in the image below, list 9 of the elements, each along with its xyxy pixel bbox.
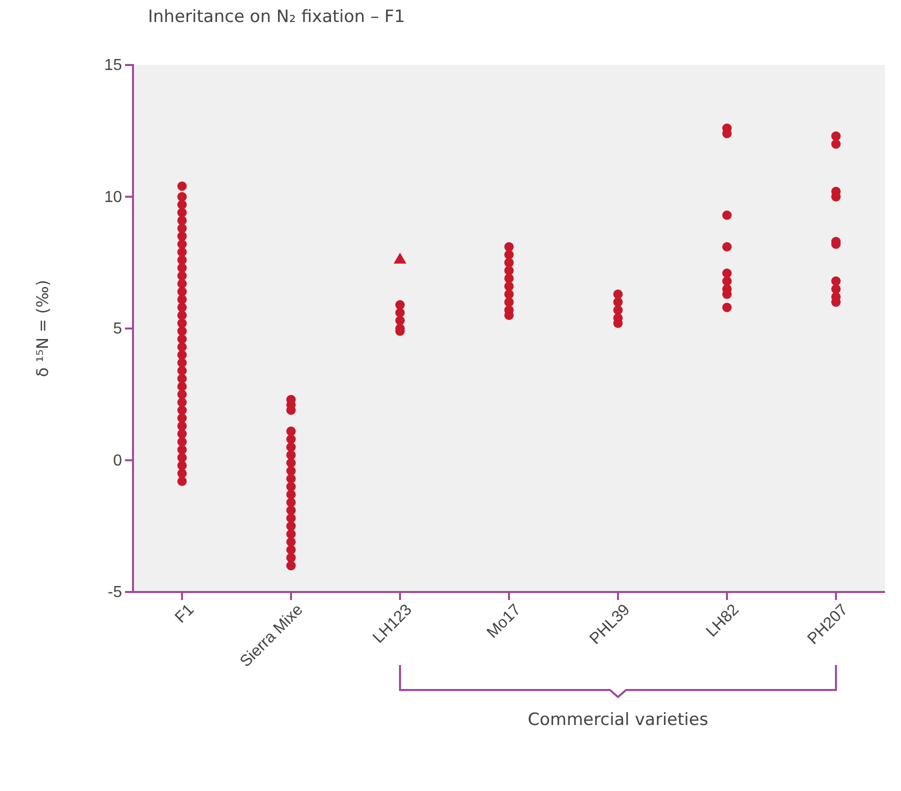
chart-title: Inheritance on N₂ fixation – F1 (148, 7, 405, 27)
y-axis-title: δ ¹⁵N = (‰) (33, 280, 52, 378)
y-tick-label: 10 (104, 188, 122, 206)
y-tick-label: 15 (104, 57, 122, 74)
y-tick-label: -5 (108, 584, 122, 602)
y-tick-label: 5 (113, 320, 122, 338)
x-tick-label: F1 (172, 601, 198, 627)
y-tick-label: 0 (113, 452, 122, 470)
text: Commercial varieties (528, 710, 708, 730)
